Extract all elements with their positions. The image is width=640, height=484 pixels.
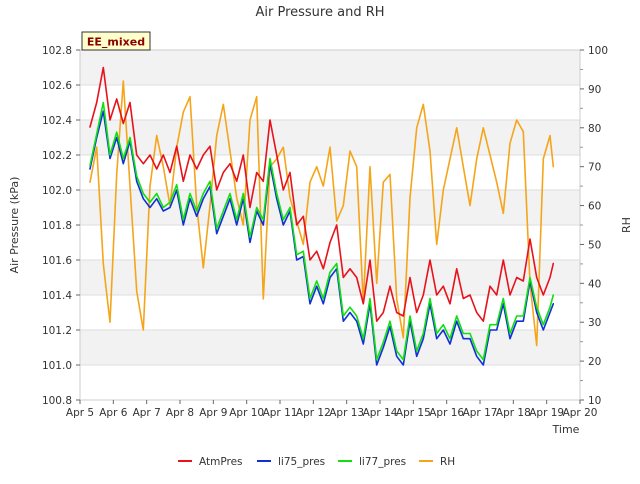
left-y-tick-label: 101.4 (42, 290, 72, 302)
series-line-atmpres (89, 66, 555, 323)
x-tick-label: Apr 13 (329, 407, 364, 419)
left-y-tick-label: 102.4 (42, 115, 72, 127)
x-tick-label: Apr 18 (496, 407, 531, 419)
legend: AtmPres li75_pres li77_pres RH (178, 456, 455, 468)
left-y-tick-label: 101.6 (42, 255, 72, 267)
legend-label: RH (440, 456, 455, 468)
left-y-tick-label: 101.0 (42, 360, 72, 372)
x-tick-label: Apr 14 (363, 407, 398, 419)
right-y-tick-label: 60 (588, 201, 601, 213)
x-tick-label: Apr 10 (229, 407, 264, 419)
x-tick-label: Apr 16 (429, 407, 464, 419)
x-tick-label: Apr 19 (529, 407, 564, 419)
x-tick-label: Apr 15 (396, 407, 431, 419)
left-y-tick-label: 101.2 (42, 325, 72, 337)
x-tick-label: Apr 8 (166, 407, 194, 419)
legend-label: AtmPres (199, 456, 243, 468)
legend-label: li77_pres (359, 456, 406, 468)
left-y-tick-label: 102.2 (42, 150, 72, 162)
right-y-tick-label: 40 (588, 278, 601, 290)
left-y-tick-label: 100.8 (42, 395, 72, 407)
x-tick-label: Apr 5 (66, 407, 94, 419)
x-tick-label: Apr 9 (199, 407, 227, 419)
legend-item-atmpres: AtmPres (178, 456, 243, 468)
right-y-axis: 10 20 30 40 50 60 70 80 90 100 (580, 45, 608, 407)
plot-band (80, 155, 580, 190)
site-badge-label: EE_mixed (87, 36, 145, 49)
x-tick-label: Apr 12 (296, 407, 331, 419)
x-axis-label: Time (552, 423, 580, 436)
plot-band (80, 50, 580, 85)
right-y-tick-label: 30 (588, 317, 601, 329)
right-y-tick-label: 20 (588, 356, 601, 368)
right-y-tick-label: 100 (588, 45, 608, 57)
chart-title: Air Pressure and RH (255, 5, 384, 20)
x-tick-label: Apr 20 (563, 407, 598, 419)
legend-item-li75-pres: li75_pres (257, 456, 325, 468)
plot-band (80, 365, 580, 400)
plot-band (80, 85, 580, 120)
left-y-axis-label: Air Pressure (kPa) (8, 177, 21, 274)
left-y-tick-label: 102.0 (42, 185, 72, 197)
plot-band (80, 330, 580, 365)
left-y-tick-label: 102.6 (42, 80, 72, 92)
x-tick-label: Apr 17 (463, 407, 498, 419)
right-y-tick-label: 90 (588, 84, 601, 96)
site-badge-box (81, 31, 151, 51)
legend-label: li75_pres (278, 456, 325, 468)
left-y-tick-label: 102.8 (42, 45, 72, 57)
series-line-li75-pres (89, 110, 555, 366)
x-tick-label: Apr 7 (133, 407, 161, 419)
series-line-rh (89, 80, 555, 347)
right-y-tick-label: 50 (588, 239, 601, 251)
left-y-axis: 100.8 101.0 101.2 101.4 101.6 101.8 102.0 102.2… (42, 45, 80, 407)
right-y-axis-label: RH (620, 217, 633, 233)
right-y-tick-label: 70 (588, 162, 601, 174)
series-line-li77-pres (89, 101, 555, 361)
legend-item-rh: RH (419, 456, 455, 468)
legend-item-li77-pres: li77_pres (338, 456, 406, 468)
right-y-tick-label: 10 (588, 395, 601, 407)
right-y-tick-label: 80 (588, 123, 601, 135)
x-tick-label: Apr 11 (263, 407, 298, 419)
x-tick-label: Apr 6 (99, 407, 128, 419)
site-badge: EE_mixed (81, 31, 151, 51)
series-lines (89, 66, 555, 366)
left-y-tick-label: 101.8 (42, 220, 72, 232)
